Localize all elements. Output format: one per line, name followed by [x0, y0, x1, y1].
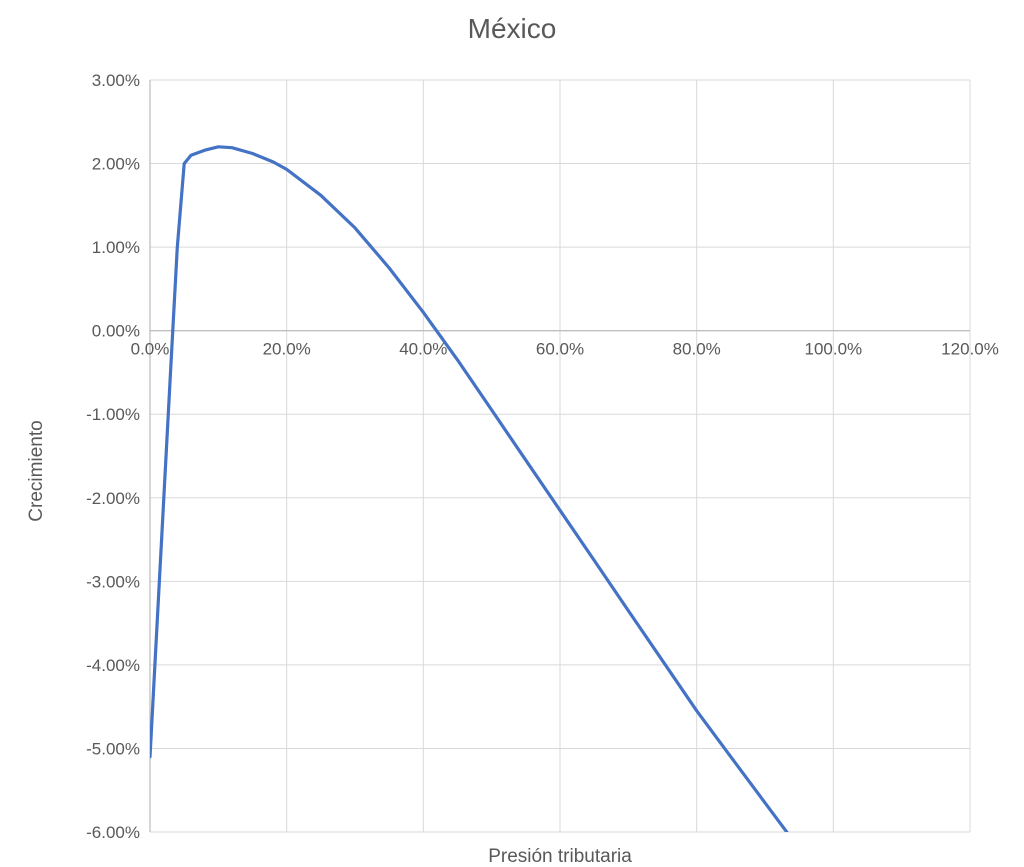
x-axis-title: Presión tributaria: [488, 846, 632, 867]
y-tick-label: -4.00%: [86, 656, 140, 675]
y-tick-label: 0.00%: [92, 322, 140, 341]
y-axis-title: Crecimiento: [26, 420, 47, 521]
x-tick-label: 40.0%: [399, 340, 447, 359]
series-layer: [150, 145, 789, 832]
series-line: [150, 145, 789, 832]
axes: [149, 80, 970, 832]
y-tick-label: 2.00%: [92, 155, 140, 174]
x-tick-label: 60.0%: [536, 340, 584, 359]
y-tick-label: -1.00%: [86, 405, 140, 424]
y-tick-label: -6.00%: [86, 823, 140, 842]
chart-title: México: [468, 13, 557, 44]
tick-labels: 3.00% 2.00% 1.00% 0.00% -1.00% -2.00% -3.00% -4…: [86, 71, 999, 842]
x-tick-label: 120.0%: [941, 340, 999, 359]
gridlines: [150, 79, 971, 833]
y-tick-label: -2.00%: [86, 489, 140, 508]
y-tick-label: -5.00%: [86, 739, 140, 758]
x-tick-label: 100.0%: [804, 340, 862, 359]
y-tick-label: 1.00%: [92, 238, 140, 257]
x-tick-label: 0.0%: [131, 340, 170, 359]
x-tick-label: 20.0%: [263, 340, 311, 359]
y-tick-label: -3.00%: [86, 572, 140, 591]
y-tick-label: 3.00%: [92, 71, 140, 90]
x-tick-label: 80.0%: [673, 340, 721, 359]
